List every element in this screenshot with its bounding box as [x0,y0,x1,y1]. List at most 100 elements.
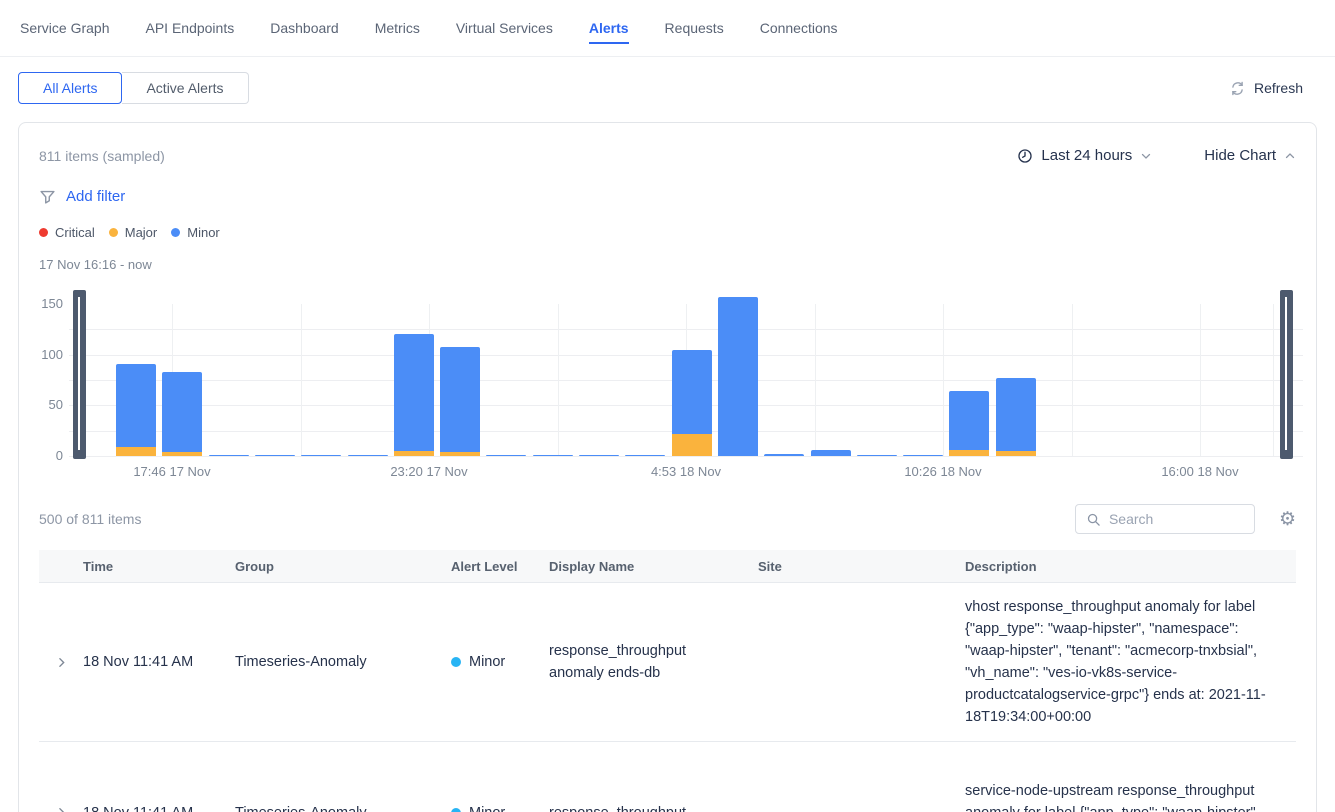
brush-handle-left[interactable] [73,290,86,459]
row-group: Timeseries-Anomaly [235,802,451,812]
legend-dot-critical [39,228,48,237]
gear-icon[interactable]: ⚙ [1278,508,1296,530]
col-site: Site [758,558,782,574]
alert-level-label: Minor [469,802,505,812]
top-nav: Service Graph API Endpoints Dashboard Metri… [0,0,1335,57]
nav-tab-virtual-services[interactable]: Virtual Services [455,20,553,36]
row-time: 18 Nov 11:41 AM [83,654,194,670]
legend-label: Critical [55,225,95,240]
nav-tab-service-graph[interactable]: Service Graph [20,20,110,36]
time-range-selector[interactable]: Last 24 hours [1017,147,1152,164]
nav-tab-dashboard[interactable]: Dashboard [270,20,339,36]
row-expander[interactable] [39,656,83,669]
chart-gridline [943,304,944,456]
chart-gridline [69,456,1303,457]
nav-tab-metrics[interactable]: Metrics [374,20,420,36]
chart-bar-segment-minor[interactable] [254,454,295,456]
refresh-icon [1232,81,1243,95]
row-display-name: response_throughput [549,802,734,812]
chart-bar-segment-minor[interactable] [579,454,619,456]
time-range-label: Last 24 hours [1041,147,1133,164]
col-group: Group [235,558,274,574]
chart-y-tick-label: 0 [55,448,63,463]
chart-bar-segment-major[interactable] [393,450,434,456]
table-row[interactable]: 18 Nov 11:41 AMTimeseries-AnomalyMinorre… [39,742,1296,812]
list-count-label: 500 of 811 items [39,511,142,527]
col-alert-level: Alert Level [451,558,518,574]
hide-chart-label: Hide Chart [1204,147,1276,164]
hide-chart-toggle[interactable]: Hide Chart [1204,147,1296,164]
chart-bar-segment-minor[interactable] [995,377,1036,451]
chart-gridline [1200,304,1201,456]
chart-bar-segment-minor[interactable] [347,454,388,456]
chart-y-tick-label: 150 [41,296,63,311]
chart-bar-segment-minor[interactable] [162,371,203,452]
row-description: service-node-upstream response_throughpu… [965,782,1260,812]
chart-bar-segment-minor[interactable] [440,346,481,452]
chevron-right-icon [58,657,65,667]
chart-bar-segment-minor[interactable] [393,334,434,451]
chart-gridline [814,304,816,456]
chart-gridline [300,304,302,456]
chart-bar-segment-major[interactable] [116,446,156,456]
chart-bar-segment-minor[interactable] [856,454,897,456]
alert-filter-segmented-control: All Alerts Active Alerts [18,72,249,104]
chart-bar-segment-minor[interactable] [949,391,990,450]
chart-bar-segment-major[interactable] [995,450,1036,456]
chart-bar-segment-minor[interactable] [301,454,342,456]
chart-range-label: 17 Nov 16:16 - now [39,257,152,272]
filter-funnel-icon [40,190,55,204]
chevron-up-icon [1285,152,1295,158]
chart-bar-segment-minor[interactable] [810,449,851,456]
chart-bar-segment-minor[interactable] [486,454,527,456]
nav-tab-connections[interactable]: Connections [759,20,838,36]
search-icon [1087,513,1100,526]
alert-level-label: Minor [469,654,506,670]
legend-label: Major [124,225,158,240]
add-filter-button[interactable]: Add filter [39,188,125,205]
chart-gridline [557,304,559,456]
chart-bar-segment-minor[interactable] [671,349,712,434]
table-row[interactable]: 18 Nov 11:41 AM Timeseries-Anomaly Minor re… [39,583,1296,742]
legend-label: Minor [187,225,220,240]
chart-x-tick-label: 10:26 18 Nov [904,464,982,479]
col-description: Description [965,558,1037,574]
chart-bar-segment-minor[interactable] [625,454,666,456]
row-group: Timeseries-Anomaly [235,654,367,670]
alert-level-dot [451,657,461,667]
add-filter-label: Add filter [66,188,126,205]
chart-x-tick-label: 17:46 17 Nov [133,464,211,479]
refresh-label: Refresh [1253,80,1303,96]
refresh-button[interactable]: Refresh [1229,80,1317,97]
chart-bar-segment-minor[interactable] [532,454,573,456]
search-input[interactable] [1108,511,1239,527]
segment-all-alerts[interactable]: All Alerts [18,72,123,104]
chart-bar-segment-major[interactable] [671,433,712,456]
alerts-panel: 811 items (sampled) Last 24 hours Hide C… [18,122,1317,812]
chevron-down-icon [1142,153,1151,159]
brush-handle-right[interactable] [1280,290,1293,459]
alerts-bar-chart: 0 50 100 150 17:46 17 Nov 23:20 17 Nov 4:53 18… [39,290,1303,490]
severity-legend: Critical Major Minor [39,225,1296,240]
chart-bar-segment-major[interactable] [440,451,481,456]
chart-bar-segment-minor[interactable] [208,454,249,456]
row-display-name: response_throughput anomaly ends-db [549,643,687,681]
chart-gridline [1273,304,1274,456]
chart-bar-segment-minor[interactable] [903,454,944,456]
nav-tab-requests[interactable]: Requests [664,20,724,36]
row-alert-level: Minor [451,651,549,673]
col-display-name: Display Name [549,558,635,574]
legend-item-critical: Critical [39,225,95,240]
chart-bar-segment-minor[interactable] [717,296,758,456]
alerts-table: Time Group Alert Level Display Name Site… [39,550,1296,812]
chart-bar-segment-major[interactable] [949,449,990,456]
row-expander[interactable] [39,806,83,812]
segment-active-alerts[interactable]: Active Alerts [122,72,249,104]
nav-tab-api-endpoints[interactable]: API Endpoints [145,20,235,36]
chart-x-tick-label: 4:53 18 Nov [650,464,722,479]
chart-x-tick-label: 23:20 17 Nov [390,464,468,479]
chart-bar-segment-minor[interactable] [764,453,805,456]
chart-bar-segment-major[interactable] [162,451,203,456]
nav-tab-alerts[interactable]: Alerts [588,20,629,44]
chart-bar-segment-minor[interactable] [116,363,156,447]
